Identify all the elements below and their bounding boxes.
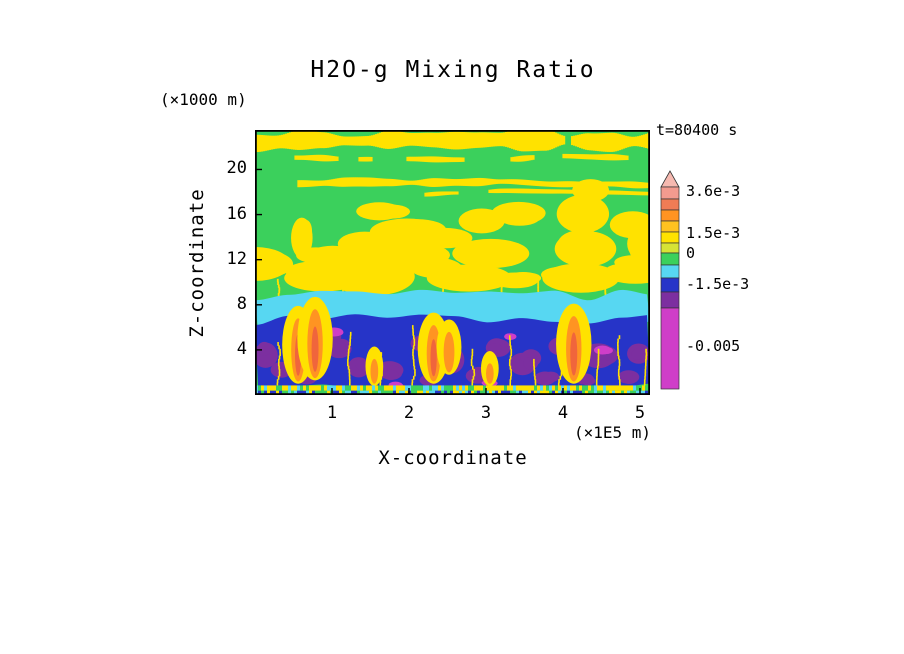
contour-plot-canvas bbox=[255, 130, 650, 395]
colorbar-segment bbox=[660, 220, 680, 233]
x-tick-label: 1 bbox=[326, 403, 338, 423]
colorbar-segment bbox=[660, 242, 680, 254]
x-axis-label: X-coordinate bbox=[378, 447, 528, 469]
x-tick-label: 2 bbox=[403, 403, 415, 423]
y-tick-label: 8 bbox=[236, 293, 247, 314]
colorbar-label: 0 bbox=[686, 244, 696, 262]
colorbar-segment bbox=[660, 209, 680, 222]
colorbar-segment bbox=[660, 264, 680, 279]
colorbar-label: 1.5e-3 bbox=[686, 224, 741, 242]
y-tick-label: 4 bbox=[236, 338, 247, 359]
x-tick-label: 4 bbox=[557, 403, 569, 423]
colorbar bbox=[660, 170, 680, 390]
colorbar-segment bbox=[660, 277, 680, 293]
colorbar-label: -0.005 bbox=[686, 337, 741, 355]
colorbar-segment bbox=[660, 198, 680, 211]
colorbar-arrow-tip bbox=[660, 170, 680, 188]
colorbar-segment bbox=[660, 252, 680, 266]
x-tick-label: 5 bbox=[634, 403, 646, 423]
time-label: t=80400 s bbox=[656, 121, 738, 139]
colorbar-segment bbox=[660, 291, 680, 309]
y-tick-label: 20 bbox=[226, 158, 247, 179]
colorbar-label: -1.5e-3 bbox=[686, 275, 750, 293]
chart-title: H2O-g Mixing Ratio bbox=[310, 57, 596, 83]
y-tick-label: 16 bbox=[226, 203, 247, 224]
colorbar-segment bbox=[660, 186, 680, 200]
x-axis-unit: (×1E5 m) bbox=[573, 423, 651, 442]
x-tick-label: 3 bbox=[480, 403, 492, 423]
colorbar-segment bbox=[660, 307, 680, 390]
y-axis-unit: (×1000 m) bbox=[160, 90, 247, 109]
colorbar-segment bbox=[660, 231, 680, 244]
y-tick-label: 12 bbox=[226, 248, 247, 269]
colorbar-label: 3.6e-3 bbox=[686, 182, 741, 200]
